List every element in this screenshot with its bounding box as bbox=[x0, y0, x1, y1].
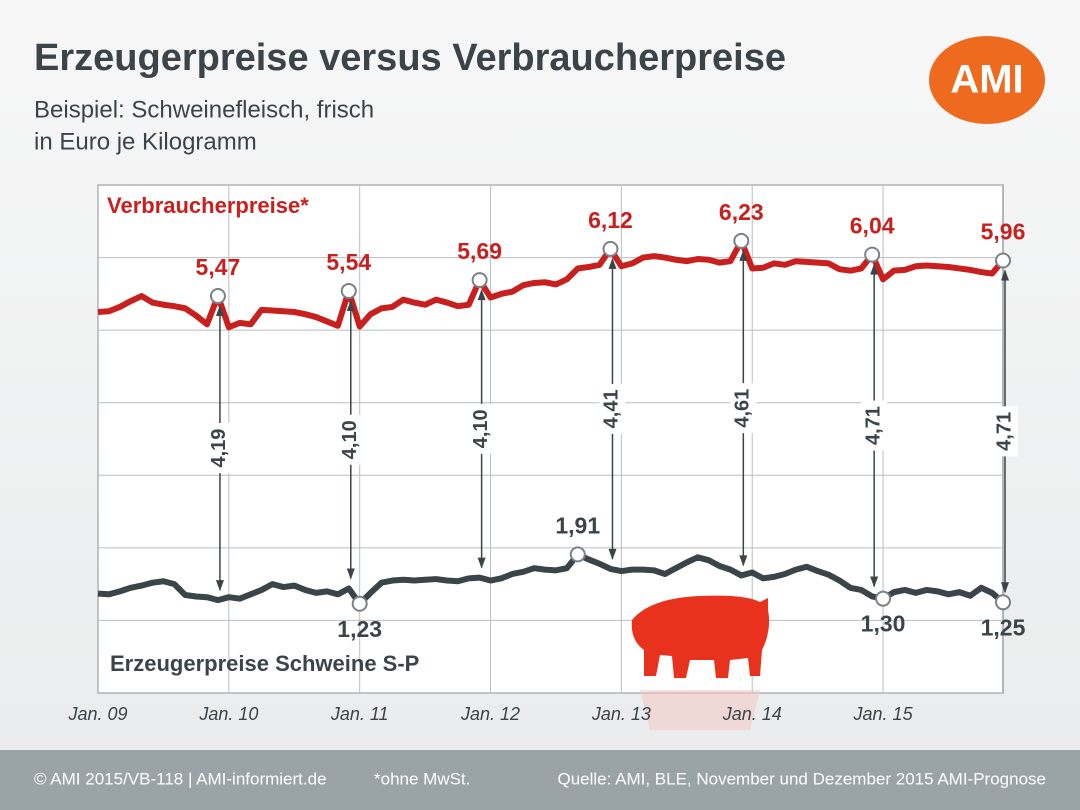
logo: AMI bbox=[950, 58, 1023, 102]
data-point bbox=[602, 240, 619, 257]
arrow-head bbox=[215, 580, 224, 592]
x-tick-label: Jan. 09 bbox=[67, 704, 127, 724]
data-point bbox=[995, 594, 1011, 611]
series-line bbox=[97, 551, 1005, 607]
spread-label: 4,10 bbox=[470, 409, 492, 448]
data-point bbox=[569, 546, 586, 563]
legend-label: Erzeugerpreise Schweine S-P bbox=[110, 651, 419, 676]
x-tick-label: Jan. 15 bbox=[853, 704, 914, 724]
arrow-head bbox=[739, 555, 748, 567]
data-point bbox=[864, 246, 881, 263]
data-point bbox=[875, 590, 892, 607]
spread-label-bg bbox=[861, 400, 888, 451]
subtitle: Beispiel: Schweinefleisch, frisch bbox=[34, 96, 374, 123]
arrow-head bbox=[870, 263, 879, 275]
data-label: 1,91 bbox=[555, 512, 600, 538]
arrow-head bbox=[1001, 269, 1009, 281]
subtitle: in Euro je Kilogramm bbox=[34, 128, 257, 155]
spread-label: 4,41 bbox=[601, 389, 623, 428]
spread-label: 4,61 bbox=[732, 389, 754, 428]
data-label: 5,69 bbox=[457, 238, 502, 264]
spread-label: 4,10 bbox=[339, 420, 361, 459]
pig bbox=[631, 595, 770, 730]
pig-reflection bbox=[640, 690, 760, 730]
data-point bbox=[351, 595, 368, 612]
x-tick-label: Jan. 13 bbox=[591, 704, 651, 724]
arrow-head bbox=[215, 305, 224, 317]
spread-label: 4,71 bbox=[993, 412, 1015, 451]
x-tick-label: Jan. 11 bbox=[330, 704, 389, 724]
logo-badge bbox=[929, 36, 1045, 124]
spread-label-bg bbox=[206, 423, 233, 474]
data-label: 5,54 bbox=[326, 249, 371, 275]
arrow-head bbox=[1001, 582, 1009, 594]
data-label: 6,12 bbox=[588, 207, 633, 233]
series-line bbox=[97, 237, 1006, 331]
pig-body bbox=[631, 595, 770, 678]
data-label: 6,04 bbox=[850, 213, 895, 239]
arrow-head bbox=[477, 289, 486, 301]
data-point bbox=[340, 282, 357, 299]
arrow-head bbox=[608, 257, 617, 269]
data-point bbox=[471, 272, 488, 289]
data-label: 6,23 bbox=[719, 199, 764, 225]
x-tick-label: Jan. 10 bbox=[198, 704, 258, 724]
arrow-head bbox=[346, 299, 355, 311]
arrow-head bbox=[870, 576, 879, 588]
data-label: 5,96 bbox=[981, 219, 1026, 245]
data-point bbox=[733, 232, 750, 249]
footer-note: *ohne MwSt. bbox=[374, 769, 470, 788]
arrow-head bbox=[608, 548, 617, 560]
spread-label: 4,19 bbox=[208, 429, 230, 468]
data-label: 1,25 bbox=[981, 614, 1026, 640]
data-point bbox=[209, 288, 226, 305]
spread-label-bg bbox=[468, 403, 495, 454]
arrow-head bbox=[739, 249, 748, 261]
footer-source: Quelle: AMI, BLE, November und Dezember … bbox=[557, 769, 1046, 788]
data-label: 1,23 bbox=[337, 616, 382, 642]
spread-label-bg bbox=[599, 383, 626, 434]
spread-label-bg bbox=[730, 383, 757, 434]
footer-bar bbox=[0, 750, 1080, 810]
x-tick-label: Jan. 12 bbox=[460, 704, 520, 724]
spread-label: 4,71 bbox=[862, 406, 884, 445]
data-label: 5,47 bbox=[196, 254, 241, 280]
legend-label: Verbraucherpreise* bbox=[107, 193, 309, 218]
arrow-head bbox=[346, 568, 355, 580]
arrow-head bbox=[477, 557, 486, 569]
footer-copyright: © AMI 2015/VB-118 | AMI-informiert.de bbox=[34, 769, 327, 788]
x-tick-label: Jan. 14 bbox=[722, 704, 782, 724]
spread-label-bg bbox=[992, 406, 1018, 457]
spread-label-bg bbox=[337, 414, 364, 465]
chart-title: Erzeugerpreise versus Verbraucherpreise bbox=[34, 37, 786, 79]
data-label: 1,30 bbox=[861, 611, 906, 637]
data-point bbox=[995, 252, 1011, 269]
